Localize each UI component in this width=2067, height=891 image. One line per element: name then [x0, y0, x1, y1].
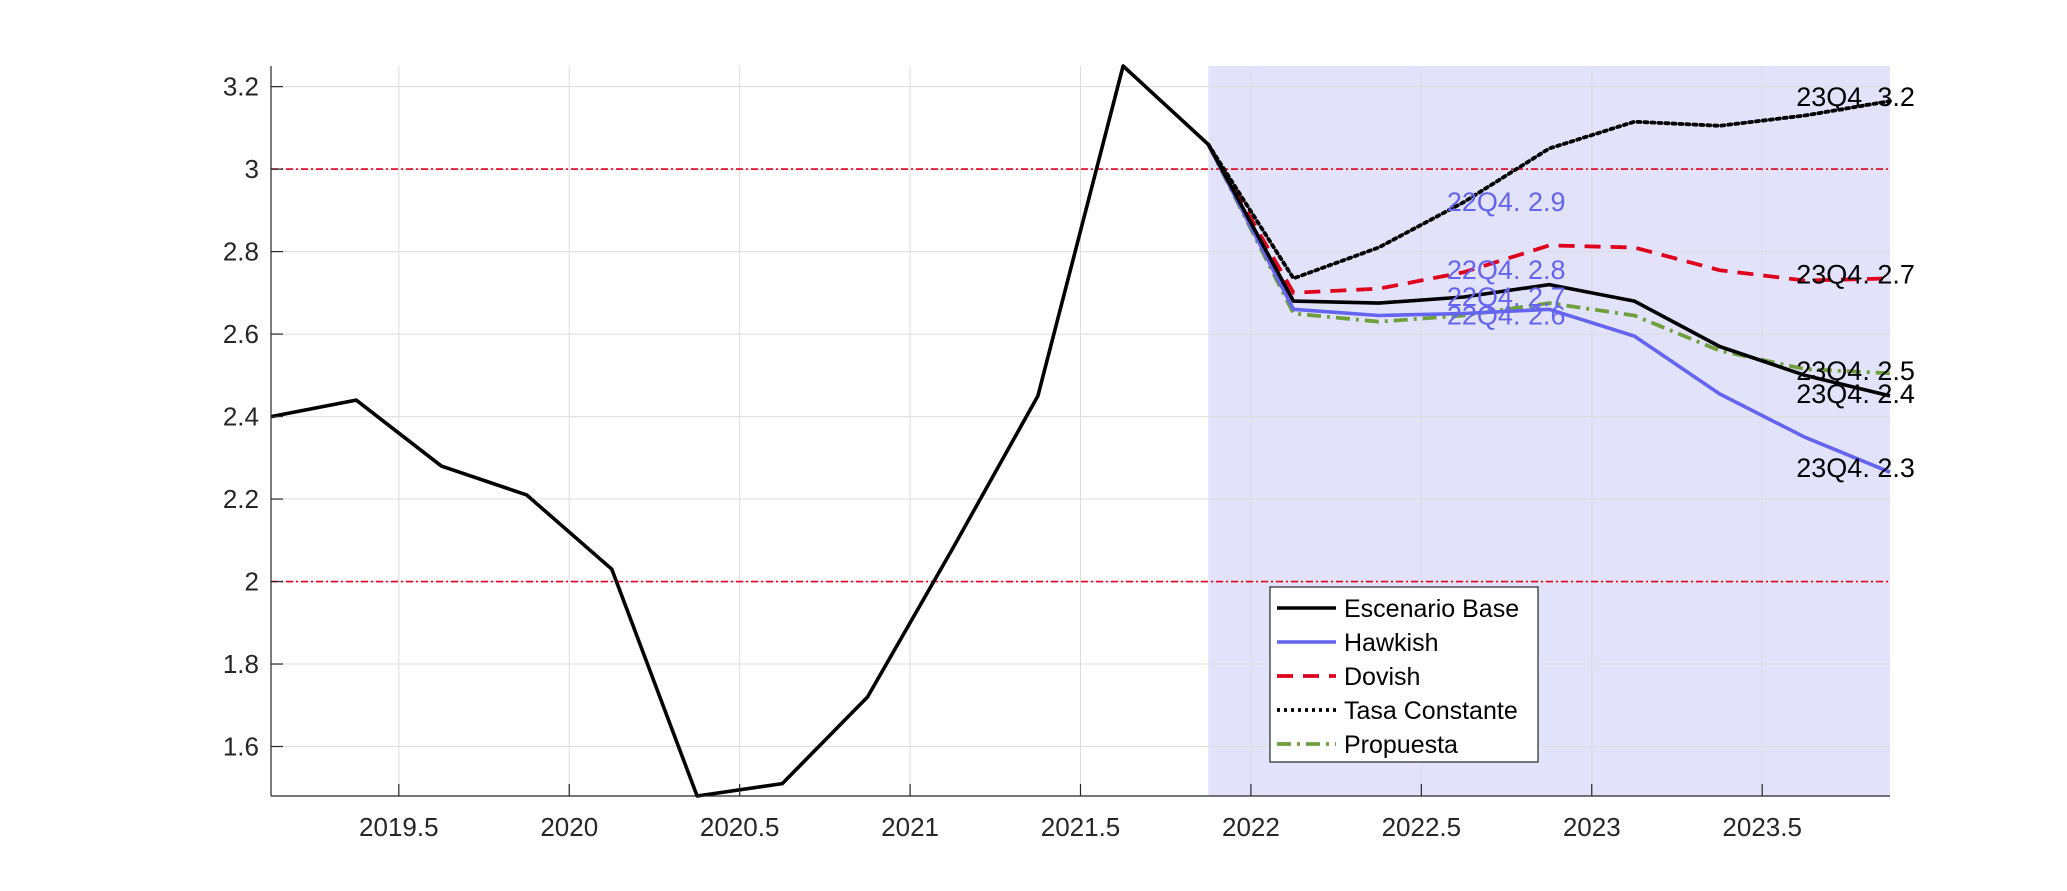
- annotation-6: 23Q4. 2.5: [1796, 356, 1915, 386]
- y-tick-label-2: 2: [245, 567, 259, 597]
- annotation-4: 23Q4. 3.2: [1796, 82, 1915, 112]
- x-tick-label-8: 2023.5: [1722, 812, 1802, 842]
- annotation-3: 22Q4. 2.6: [1447, 301, 1566, 331]
- y-tick-label-6: 2.8: [223, 237, 259, 267]
- series-line-tasa-constante: [1206, 99, 1892, 281]
- x-tick-label-2: 2020.5: [700, 812, 780, 842]
- y-tick-label-8: 3.2: [223, 72, 259, 102]
- annotation-7: 23Q4. 2.4: [1796, 379, 1915, 409]
- x-tick-label-5: 2022: [1222, 812, 1280, 842]
- x-tick-label-1: 2020: [540, 812, 598, 842]
- y-tick-label-0: 1.6: [223, 732, 259, 762]
- x-tick-label-0: 2019.5: [359, 812, 439, 842]
- x-tick-label-3: 2021: [881, 812, 939, 842]
- annotation-8: 23Q4. 2.3: [1796, 453, 1915, 483]
- series-line-dovish: [1206, 143, 1891, 295]
- y-tick-label-5: 2.6: [223, 319, 259, 349]
- legend-entry-2: Dovish: [1344, 663, 1420, 691]
- annotation-1: 22Q4. 2.8: [1447, 255, 1566, 285]
- annotation-2: 22Q4. 2.7: [1447, 282, 1566, 312]
- y-tick-label-1: 1.8: [223, 649, 259, 679]
- series-line-escenario-base: [270, 64, 1891, 798]
- y-tick-label-4: 2.4: [223, 402, 259, 432]
- series-line-propuesta: [1206, 143, 1891, 376]
- legend-entry-0: Escenario Base: [1344, 595, 1519, 623]
- x-tick-label-7: 2023: [1563, 812, 1621, 842]
- x-tick-label-6: 2022.5: [1382, 812, 1462, 842]
- legend-entry-4: Propuesta: [1344, 731, 1458, 759]
- y-tick-label-7: 3: [245, 154, 259, 184]
- annotation-5: 23Q4. 2.7: [1796, 259, 1915, 289]
- legend-entry-1: Hawkish: [1344, 629, 1438, 657]
- legend-entry-3: Tasa Constante: [1344, 697, 1518, 725]
- annotation-0: 22Q4. 2.9: [1447, 187, 1566, 217]
- y-tick-label-3: 2.2: [223, 484, 259, 514]
- x-tick-label-4: 2021.5: [1041, 812, 1121, 842]
- series-line-hawkish: [1206, 143, 1891, 474]
